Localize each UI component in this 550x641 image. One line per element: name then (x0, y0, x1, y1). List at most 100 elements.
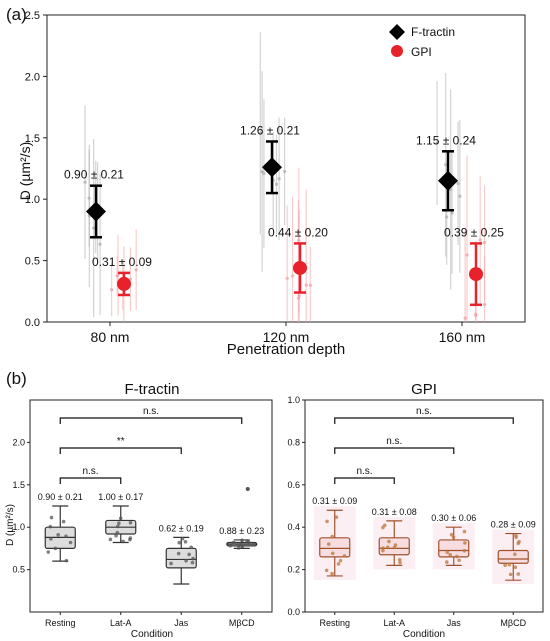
point-b-ftractin-m-cd-7 (240, 544, 245, 549)
point-b-ftractin-lat-a-5 (116, 524, 120, 529)
point-b-ftractin-resting-8 (68, 540, 73, 545)
x-tick-label-a-160-nm: 160 nm (439, 329, 486, 345)
y-tick-label-b-gpi-3: 0.6 (287, 480, 300, 490)
panel-b-label: (b) (6, 369, 27, 388)
bracket-b-gpi-resting-vs-lat-a (334, 477, 395, 484)
y-tick-label-a-2: 1.0 (25, 194, 40, 206)
trace-point-f-tractin-120-nm-2 (262, 171, 266, 176)
point-b-gpi-jas-3 (462, 529, 467, 534)
point-b-ftractin-jas-3 (184, 559, 188, 563)
x-tick-label-a-80-nm: 80 nm (91, 329, 130, 345)
data-label-b-ftractin-jas: 0.62 ± 0.19 (159, 523, 204, 533)
point-b-gpi-lat-a-8 (381, 525, 385, 530)
point-b-ftractin-resting-7 (64, 534, 68, 539)
point-b-ftractin-lat-a-3 (114, 533, 118, 538)
point-b-gpi-jas-5 (449, 532, 454, 537)
x-axis-label-b-gpi: Condition (403, 629, 445, 640)
x-tick-label-b-ftractin-jas: Jas (174, 618, 189, 628)
mean-marker-f-tractin-80-nm (86, 201, 106, 222)
trace-point-f-tractin-80-nm-4 (98, 242, 102, 246)
point-b-ftractin-jas-8 (180, 536, 185, 541)
point-b-ftractin-resting-4 (49, 537, 53, 541)
point-b-ftractin-m-cd-9 (240, 538, 244, 543)
y-tick-label-b-gpi-1: 0.2 (287, 565, 300, 575)
point-b-ftractin-lat-a-0 (115, 530, 120, 535)
data-label-f-tractin-80-nm: 0.90 ± 0.21 (64, 168, 124, 182)
point-b-gpi-lat-a-2 (398, 560, 402, 565)
legend-label-ftractin: F-tractin (411, 25, 455, 39)
point-b-gpi-jas-2 (455, 554, 459, 559)
data-label-gpi-80-nm: 0.31 ± 0.09 (92, 255, 152, 269)
point-b-gpi-lat-a-7 (397, 557, 402, 562)
mean-marker-f-tractin-160-nm (438, 170, 458, 191)
trace-point-gpi-120-nm-1 (304, 283, 308, 287)
point-b-gpi-jas-6 (445, 560, 449, 564)
trace-point-f-tractin-160-nm-1 (456, 181, 460, 185)
mean-marker-gpi-80-nm (117, 276, 131, 291)
bracket-b-ftractin-resting-vs-jas (59, 447, 182, 454)
mean-marker-gpi-120-nm (293, 260, 307, 275)
point-b-ftractin-m-cd-3 (236, 546, 241, 550)
panel-b: (b) F-tractin GPI 0.5 1.0 1.5 2.0 Resting Lat… (5, 369, 544, 640)
point-b-gpi-m-cd-3 (513, 565, 518, 570)
y-tick-label-a-3: 1.5 (25, 133, 40, 145)
data-label-b-gpi-jas: 0.30 ± 0.06 (431, 513, 476, 523)
significance-label-b-ftractin-resting-vs-m-cd: n.s. (143, 406, 159, 417)
point-b-ftractin-jas-1 (190, 560, 195, 565)
data-label-f-tractin-120-nm: 1.26 ± 0.21 (240, 123, 300, 137)
point-b-ftractin-resting-6 (64, 558, 69, 563)
legend-frame (385, 22, 497, 62)
point-b-ftractin-lat-a-2 (108, 537, 113, 542)
trace-point-gpi-80-nm-3 (116, 273, 120, 277)
mean-marker-gpi-160-nm (469, 267, 483, 282)
point-b-ftractin-lat-a-8 (128, 536, 133, 540)
trace-point-gpi-160-nm-1 (478, 238, 482, 242)
y-tick-label-a-0: 0.0 (25, 317, 40, 329)
significance-label-b-ftractin-resting-vs-lat-a: n.s. (82, 466, 98, 477)
box-b-gpi-m-cd (497, 549, 529, 564)
point-b-ftractin-m-cd-8 (228, 543, 233, 548)
y-axis-label-a: D (µm²/s) (17, 142, 33, 201)
chart-title-gpi: GPI (411, 381, 437, 398)
point-b-gpi-resting-5 (325, 519, 329, 524)
data-label-gpi-120-nm: 0.44 ± 0.20 (268, 225, 328, 239)
trace-point-gpi-80-nm-4 (134, 268, 138, 272)
y-tick-label-b-gpi-0: 0.0 (287, 607, 300, 617)
trace-point-f-tractin-80-nm-2 (83, 180, 87, 184)
point-b-ftractin-m-cd-4 (251, 542, 256, 547)
point-b-gpi-m-cd-4 (516, 572, 521, 576)
y-tick-label-b-ftractin-3: 2.0 (12, 437, 25, 447)
point-b-ftractin-jas-9 (176, 551, 181, 556)
plot-area-b-ftractin: 0.5 1.0 1.5 2.0 Resting Lat-A Jas MβCD 0.90 ± 0.… (12, 399, 273, 628)
trace-point-f-tractin-120-nm-6 (277, 177, 281, 181)
data-label-gpi-160-nm: 0.39 ± 0.25 (444, 225, 504, 239)
bracket-b-gpi-resting-vs-m-cd (334, 417, 514, 424)
x-tick-label-b-gpi-jas: Jas (447, 618, 462, 628)
y-tick-label-b-gpi-2: 0.4 (287, 522, 300, 532)
point-b-gpi-resting-8 (324, 568, 329, 573)
point-b-gpi-lat-a-1 (381, 548, 385, 553)
point-b-gpi-resting-2 (338, 558, 343, 563)
plot-area-b-gpi: 0.0 0.2 0.4 0.6 0.8 1.0 Resting Lat-A Jas MβCD 0.3… (287, 395, 544, 628)
point-b-ftractin-m-cd-2 (245, 539, 249, 543)
x-tick-label-b-ftractin-lat-a: Lat-A (110, 618, 132, 628)
y-axis-label-b-ftractin: D (µm²/s) (5, 504, 16, 546)
bracket-b-ftractin-resting-vs-lat-a (59, 477, 122, 484)
point-b-ftractin-lat-a-4 (121, 539, 125, 544)
point-b-gpi-resting-6 (330, 551, 335, 556)
point-b-gpi-m-cd-6 (507, 562, 512, 567)
point-b-ftractin-resting-1 (49, 515, 54, 520)
point-b-gpi-m-cd-9 (517, 539, 521, 544)
point-b-ftractin-jas-6 (187, 552, 191, 557)
point-b-ftractin-lat-a-7 (117, 521, 121, 526)
x-tick-label-b-ftractin-m-cd: MβCD (229, 618, 255, 628)
x-tick-label-b-gpi-resting: Resting (319, 618, 350, 628)
point-b-ftractin-m-cd-6 (231, 540, 236, 545)
x-axis-label-a: Penetration depth (227, 341, 345, 358)
point-b-ftractin-jas-7 (169, 561, 173, 566)
x-tick-label-b-ftractin-resting: Resting (45, 618, 76, 628)
bracket-b-ftractin-resting-vs-m-cd (59, 417, 243, 424)
trace-point-gpi-160-nm-0 (465, 253, 469, 257)
significance-label-b-gpi-resting-vs-m-cd: n.s. (416, 406, 432, 417)
